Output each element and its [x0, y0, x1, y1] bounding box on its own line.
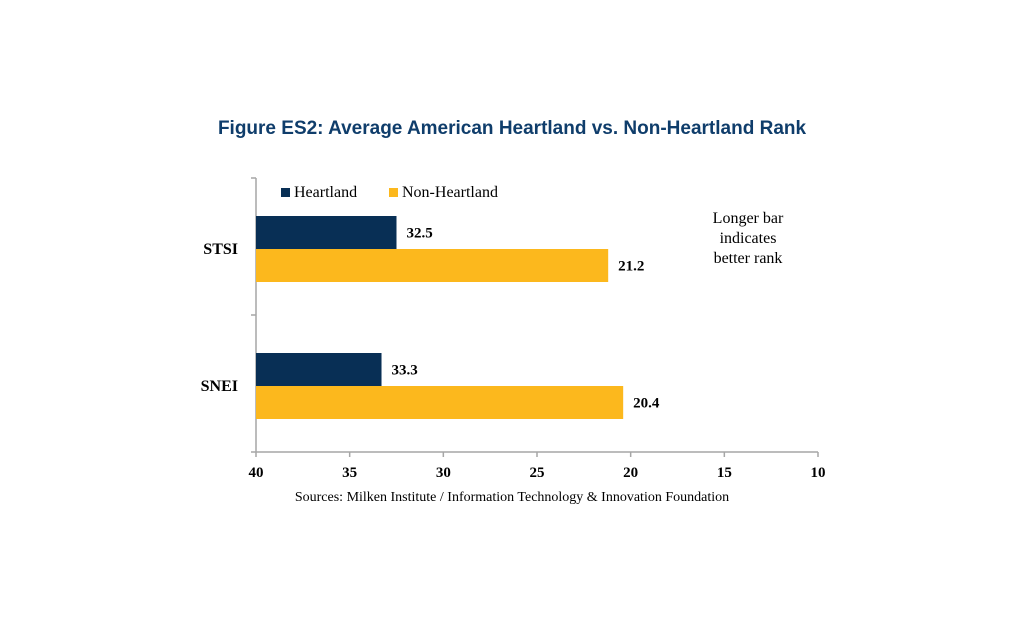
- x-tick-label: 15: [717, 465, 732, 481]
- legend-swatch: [281, 188, 290, 197]
- legend-swatch: [389, 188, 398, 197]
- x-tick-label: 25: [530, 465, 545, 481]
- x-tick-label: 20: [623, 465, 638, 481]
- x-tick-label: 10: [811, 465, 826, 481]
- x-tick-label: 30: [436, 465, 451, 481]
- legend-label: Non-Heartland: [402, 184, 498, 201]
- x-tick-label: 35: [342, 465, 357, 481]
- category-label: STSI: [203, 241, 238, 258]
- chart-axes: 40 35 30 25 20 15 10: [249, 177, 826, 481]
- annotation-line: better rank: [714, 250, 783, 267]
- x-tick-label: 40: [249, 465, 264, 481]
- legend-label: Heartland: [294, 184, 357, 201]
- category-label: SNEI: [201, 378, 238, 395]
- data-label: 21.2: [618, 259, 644, 275]
- data-label: 33.3: [392, 363, 418, 379]
- data-label: 20.4: [633, 396, 660, 412]
- bar-heartland: [256, 216, 397, 249]
- bar-heartland: [256, 353, 382, 386]
- chart-annotation: Longer bar indicates better rank: [713, 210, 784, 267]
- bar-non-heartland: [256, 249, 609, 282]
- annotation-line: indicates: [720, 230, 777, 247]
- chart-title: Figure ES2: Average American Heartland v…: [217, 118, 807, 139]
- chart-legend: Heartland Non-Heartland: [281, 184, 498, 201]
- data-label: 32.5: [407, 226, 433, 242]
- bar-non-heartland: [256, 386, 624, 419]
- chart-source: Sources: Milken Institute / Information …: [294, 490, 730, 505]
- chart-labels: STSI 32.5 21.2 SNEI 33.3 20.4: [201, 226, 660, 412]
- chart-bars: [256, 216, 624, 419]
- annotation-line: Longer bar: [713, 210, 784, 227]
